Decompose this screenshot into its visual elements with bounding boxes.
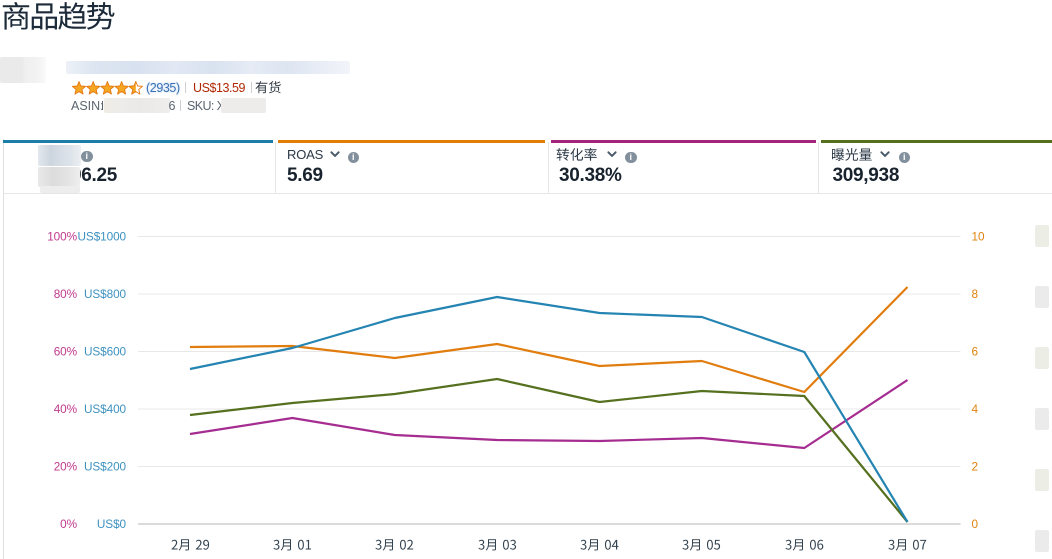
svg-text:2: 2 — [972, 460, 979, 474]
svg-text:US$0: US$0 — [97, 517, 127, 531]
svg-text:0: 0 — [972, 517, 979, 531]
svg-text:0%: 0% — [60, 517, 77, 531]
svg-text:US$400: US$400 — [84, 402, 127, 416]
svg-text:US$600: US$600 — [84, 345, 127, 359]
svg-text:US$200: US$200 — [84, 460, 127, 474]
svg-text:US$800: US$800 — [84, 287, 127, 301]
svg-text:10: 10 — [972, 230, 986, 244]
svg-text:20%: 20% — [54, 460, 78, 474]
svg-text:80%: 80% — [54, 287, 78, 301]
svg-text:6: 6 — [972, 345, 979, 359]
svg-text:60%: 60% — [54, 345, 78, 359]
svg-text:US$1000: US$1000 — [78, 230, 127, 244]
svg-text:4: 4 — [972, 402, 979, 416]
svg-text:40%: 40% — [54, 402, 78, 416]
svg-text:100%: 100% — [47, 230, 77, 244]
svg-text:8: 8 — [972, 287, 979, 301]
